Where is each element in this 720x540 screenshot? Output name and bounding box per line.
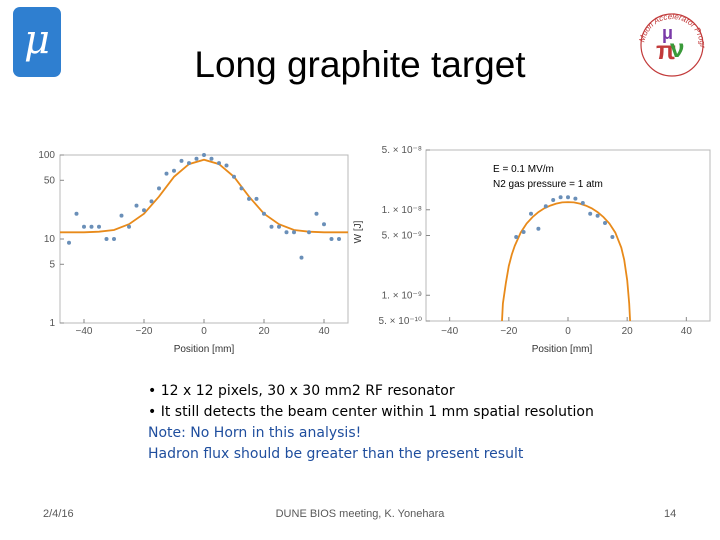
right-data-point [580, 201, 585, 205]
left-xtick-label: 40 [318, 326, 330, 337]
left-data-point [337, 237, 341, 241]
right-data-point [521, 230, 526, 234]
bullet-block: • 12 x 12 pixels, 30 x 30 mm2 RF resonat… [148, 381, 688, 465]
right-ytick-label: 5. × 10⁻¹⁰ [379, 316, 422, 327]
right-data-point [536, 226, 541, 231]
right-annotation-field: E = 0.1 MV/m [493, 164, 554, 175]
right-ytick-label: 5. × 10⁻⁸ [382, 145, 422, 156]
left-data-point [299, 255, 304, 260]
left-plot-frame [59, 154, 349, 324]
left-ytick-label: 1 [49, 318, 55, 329]
footer-meeting: DUNE BIOS meeting, K. Yonehara [275, 508, 445, 520]
right-xtick-label: 40 [681, 326, 693, 337]
right-fit-curve [501, 201, 631, 322]
left-data-point [104, 237, 109, 241]
bullet-resonator: • 12 x 12 pixels, 30 x 30 mm2 RF resonat… [148, 383, 455, 399]
right-data-point [558, 195, 563, 200]
right-data-point [610, 235, 615, 239]
left-data-point [284, 230, 289, 235]
left-data-point [187, 161, 191, 166]
left-ytick-label: 50 [44, 175, 56, 186]
left-data-point [292, 230, 296, 235]
right-ytick-label: 1. × 10⁻⁹ [382, 290, 422, 301]
muon-accelerator-program-logo: Muon Accelerator Program π ν μ [636, 7, 707, 77]
left-data-point [164, 171, 169, 176]
left-data-point [179, 158, 184, 163]
right-plot-frame [425, 149, 711, 322]
left-data-point [67, 240, 71, 245]
left-data-point [307, 230, 311, 235]
bullet-resolution: • It still detects the beam center withi… [148, 404, 594, 420]
left-ytick-label: 10 [44, 234, 56, 245]
left-x-axis-label: Position [mm] [174, 344, 235, 355]
left-data-point [134, 203, 139, 208]
logo-mu-glyph: μ [662, 23, 673, 43]
logo-nu-glyph: ν [670, 33, 684, 63]
right-ytick-label: 1. × 10⁻⁸ [382, 205, 422, 216]
right-chart: 5. × 10⁻⁸ 1. × 10⁻⁸ 5. × 10⁻⁹ 1. × 10⁻⁹ 5. ×… [353, 145, 711, 355]
left-data-point [254, 196, 259, 201]
logo-pi-glyph: π [656, 35, 676, 65]
left-data-point [224, 163, 229, 168]
left-data-point [314, 211, 319, 216]
left-data-point [269, 224, 274, 229]
left-data-point [329, 237, 334, 241]
left-xtick-label: −20 [136, 326, 153, 337]
left-fit-curve [60, 158, 348, 234]
left-data-point [97, 224, 101, 229]
footer-date: 2/4/16 [43, 508, 74, 520]
left-data-point [247, 196, 251, 201]
right-x-axis-label: Position [mm] [532, 344, 593, 355]
right-data-point [603, 221, 607, 225]
left-data-point [322, 222, 326, 227]
left-chart: 100 50 10 5 1 −40 −20 0 20 40 Position [mm] [38, 150, 349, 355]
left-data-point [74, 211, 79, 216]
left-data-point [232, 174, 236, 179]
right-xtick-label: 0 [565, 326, 571, 337]
chart-area: 100 50 10 5 1 −40 −20 0 20 40 Position [mm] 5. × … [38, 145, 711, 355]
left-data-point [239, 186, 244, 191]
right-data-point [514, 235, 519, 239]
right-xtick-label: −40 [441, 326, 458, 337]
left-xtick-label: 0 [201, 326, 207, 337]
mu-logo: μ [13, 7, 61, 77]
left-data-point [262, 211, 266, 216]
left-data-point [112, 237, 116, 241]
footer-page-number: 14 [664, 508, 677, 520]
mu-logo-glyph: μ [24, 17, 50, 63]
left-data-point [217, 161, 221, 166]
right-data-point [551, 198, 556, 202]
left-ytick-label: 100 [38, 150, 55, 161]
page-title: Long graphite target [194, 44, 526, 85]
right-data-point [543, 204, 548, 209]
left-data-point [277, 224, 281, 229]
right-data-point [573, 196, 578, 201]
right-annotation-pressure: N2 gas pressure = 1 atm [493, 179, 603, 190]
left-data-point [202, 153, 206, 157]
left-ytick-label: 5 [49, 259, 55, 270]
left-xtick-label: −40 [76, 326, 93, 337]
left-data-point [82, 224, 86, 229]
left-data-point [157, 186, 161, 191]
right-data-point [595, 213, 600, 218]
right-data-point [566, 195, 570, 200]
right-xtick-label: −20 [500, 326, 517, 337]
left-data-point [142, 208, 146, 213]
right-data-point [588, 211, 593, 216]
note-no-horn: Note: No Horn in this analysis! [148, 425, 362, 441]
left-data-point [194, 156, 199, 161]
right-xtick-label: 20 [622, 326, 634, 337]
note-hadron-flux: Hadron flux should be greater than the p… [148, 446, 524, 462]
left-xtick-label: 20 [258, 326, 270, 337]
left-data-point [127, 224, 131, 229]
left-data-point [89, 224, 94, 229]
left-data-point [149, 199, 154, 204]
left-data-point [119, 213, 124, 218]
right-y-axis-label: W [J] [353, 220, 364, 243]
left-data-point [172, 168, 176, 173]
right-data-point [529, 211, 533, 216]
left-data-point [209, 156, 214, 161]
right-ytick-label: 5. × 10⁻⁹ [382, 231, 422, 242]
